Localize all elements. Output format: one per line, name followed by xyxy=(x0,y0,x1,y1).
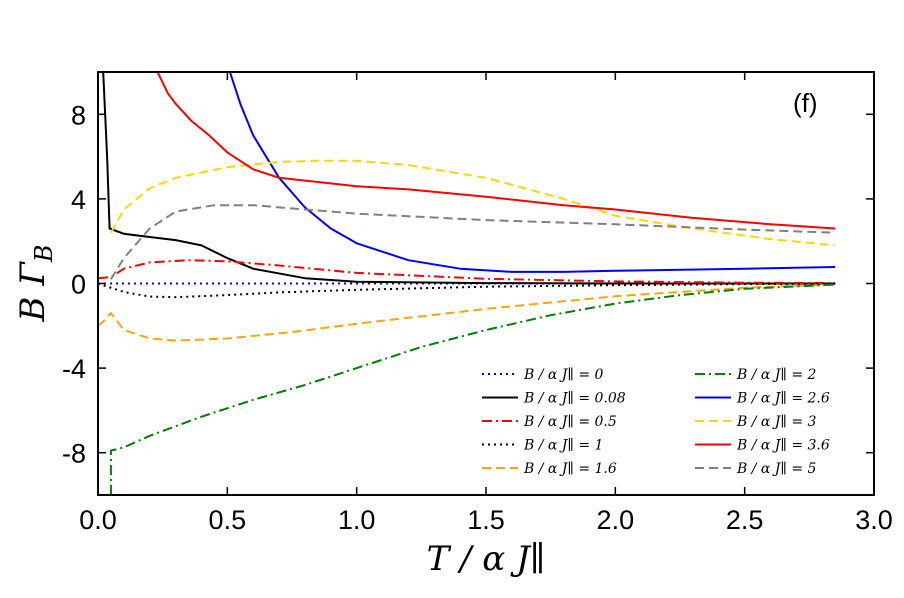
y-tick-label: 4 xyxy=(71,185,86,215)
x-tick-label: 2.0 xyxy=(597,505,635,535)
series-line-1 xyxy=(102,72,836,285)
x-tick-label: 3.0 xyxy=(855,505,893,535)
ticks-layer: 0.0 0.5 1.0 1.5 2.0 2.5 3.0 8 4 0 -4 -8 xyxy=(62,72,893,535)
y-axis-title-subscript: B xyxy=(30,244,58,263)
legend-label: B / α J∥ = 0.5 xyxy=(523,414,617,430)
y-axis-title: B ΓB xyxy=(13,244,58,322)
legend-label: B / α J∥ = 1.6 xyxy=(523,461,617,477)
x-axis-title: T / α J∥ xyxy=(427,539,546,579)
panel-label: (f) xyxy=(793,88,818,118)
y-tick-label: 8 xyxy=(71,100,86,130)
x-tick-label: 2.5 xyxy=(726,505,764,535)
legend-label: B / α J∥ = 0 xyxy=(523,367,604,383)
legend-label: B / α J∥ = 0.08 xyxy=(523,391,626,407)
legend-label: B / α J∥ = 1 xyxy=(523,438,603,454)
x-tick-label: 0.5 xyxy=(209,505,247,535)
y-tick-label: -8 xyxy=(62,439,86,469)
legend-label: B / α J∥ = 5 xyxy=(736,461,817,477)
y-tick-label: 0 xyxy=(71,270,86,300)
series-line-9 xyxy=(110,204,836,280)
legend-label: B / α J∥ = 2 xyxy=(736,367,817,383)
legend-label: B / α J∥ = 2.6 xyxy=(736,391,830,407)
x-tick-label: 0.0 xyxy=(79,505,117,535)
y-tick-label: -4 xyxy=(62,354,86,384)
legend: B / α J∥ = 0 B / α J∥ = 0.08 B / α J∥ = 0.… xyxy=(482,367,830,477)
series-line-8 xyxy=(156,72,836,230)
series-line-4 xyxy=(98,283,836,342)
legend-label: B / α J∥ = 3.6 xyxy=(736,438,830,454)
series-line-7 xyxy=(110,159,836,247)
x-tick-label: 1.5 xyxy=(467,505,505,535)
y-axis-title-main: B Γ xyxy=(13,261,53,323)
legend-label: B / α J∥ = 3 xyxy=(736,414,817,430)
series-line-6 xyxy=(228,72,836,273)
x-tick-label: 1.0 xyxy=(338,505,376,535)
series-line-5 xyxy=(109,283,836,495)
series-line-2 xyxy=(98,259,836,285)
series-layer xyxy=(98,72,836,495)
